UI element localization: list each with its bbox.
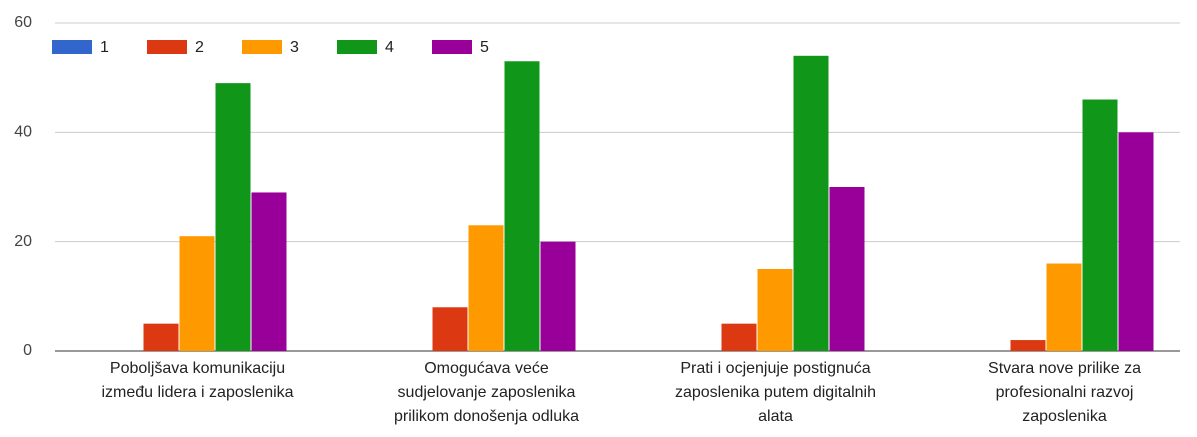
x-tick-label-line: Stvara nove prilike za <box>988 360 1141 377</box>
legend-swatch <box>242 40 282 54</box>
bar <box>1046 263 1082 351</box>
x-tick-label-line: Prati i ocjenjuje postignuća <box>680 360 870 377</box>
bar <box>504 61 540 352</box>
x-tick-label-line: zaposlenika putem digitalnih <box>675 384 876 401</box>
y-tick-label: 60 <box>14 14 32 31</box>
bar <box>793 55 829 352</box>
bar <box>1118 132 1154 351</box>
y-tick-label: 40 <box>14 124 32 141</box>
bar <box>757 269 793 351</box>
x-tick-label-line: profesionalni razvoj <box>996 384 1134 401</box>
bar <box>721 323 757 351</box>
x-tick-label-line: alata <box>758 408 793 425</box>
bar <box>1010 340 1046 351</box>
bar <box>540 241 576 351</box>
x-tick-label-line: zaposlenika <box>1022 408 1107 425</box>
legend-swatch <box>337 40 377 54</box>
legend-swatch <box>147 40 187 54</box>
legend-label: 1 <box>100 39 109 56</box>
legend-label: 4 <box>385 39 394 56</box>
x-tick-label-line: sudjelovanje zaposlenika <box>398 384 576 401</box>
bar <box>432 307 468 351</box>
legend-label: 3 <box>290 39 299 56</box>
bar <box>215 83 251 351</box>
x-tick-label-line: između lidera i zaposlenika <box>101 384 293 401</box>
bar <box>143 323 179 351</box>
bar <box>251 192 287 351</box>
bar <box>468 225 504 351</box>
x-tick-label: Prati i ocjenjuje postignuća zaposlenika … <box>675 360 876 425</box>
x-tick-label: Poboljšava komunikaciju između lidera i z… <box>101 360 293 401</box>
legend-label: 2 <box>195 39 204 56</box>
bar <box>1082 99 1118 352</box>
y-tick-label: 0 <box>23 342 32 359</box>
bar <box>829 187 865 351</box>
x-tick-label-line: prilikom donošenja odluka <box>394 408 579 425</box>
x-tick-label-line: Omogućava veće <box>424 360 549 377</box>
x-tick-label: Stvara nove prilike za profesionalni razv… <box>988 360 1141 425</box>
y-tick-label: 20 <box>14 233 32 250</box>
legend-label: 5 <box>480 39 489 56</box>
legend-swatch <box>432 40 472 54</box>
bar <box>179 236 215 351</box>
x-tick-label-line: Poboljšava komunikaciju <box>110 360 285 377</box>
x-tick-label: Omogućava veće sudjelovanje zaposlenika pr… <box>394 360 579 425</box>
legend-swatch <box>52 40 92 54</box>
